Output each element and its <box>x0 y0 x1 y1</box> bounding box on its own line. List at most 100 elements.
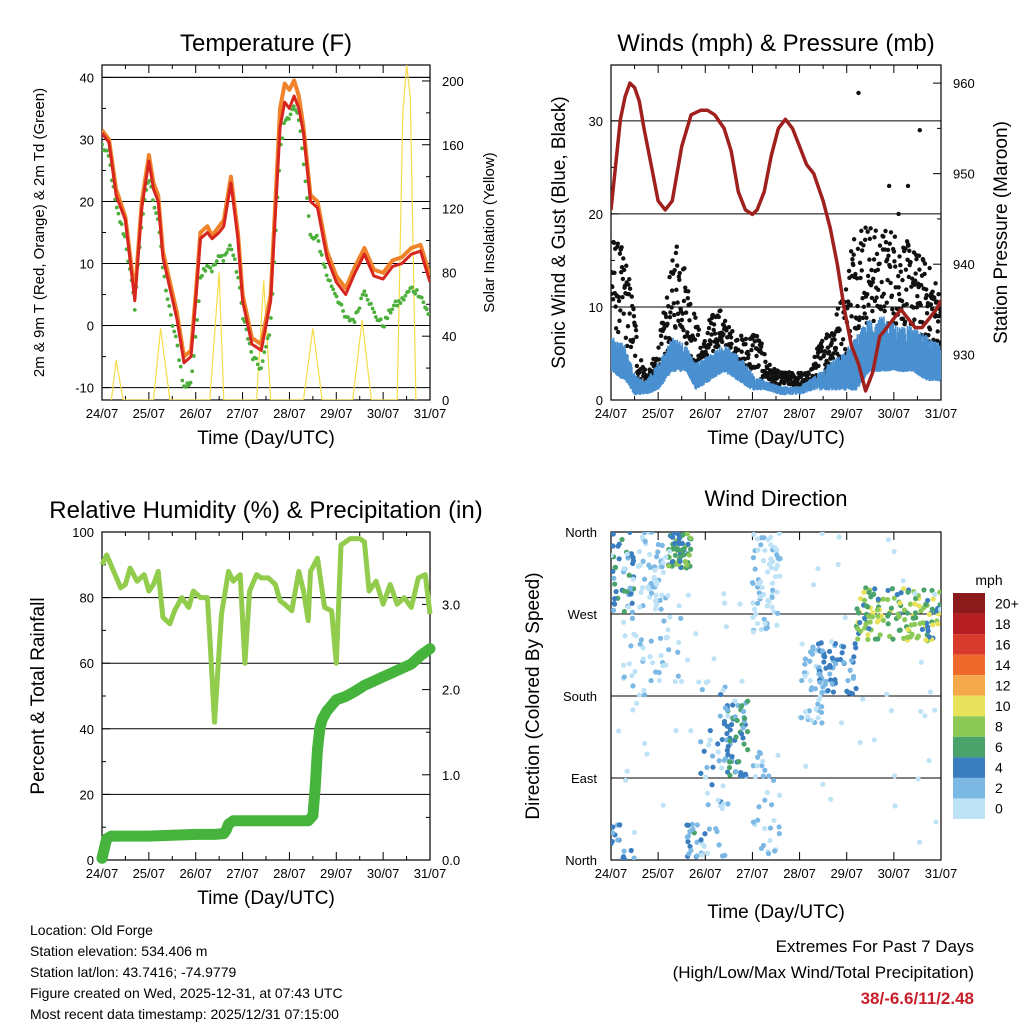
direction-point <box>867 619 873 625</box>
gust-point <box>882 308 887 314</box>
direction-point <box>621 588 627 594</box>
gust-point <box>883 239 889 245</box>
gust-point <box>840 337 846 342</box>
dewpoint-point <box>280 136 285 141</box>
direction-point <box>929 587 935 594</box>
direction-point <box>799 677 805 684</box>
gust-point <box>936 291 941 297</box>
direction-point <box>701 748 707 754</box>
gust-point <box>745 355 751 361</box>
rh-xtick-label: 28/07 <box>273 866 306 881</box>
direction-point <box>625 604 632 610</box>
temperature-y2tick-label: 200 <box>442 74 464 89</box>
direction-ytick-label: South <box>563 689 597 704</box>
winds-y2label: Station Pressure (Maroon) <box>991 121 1012 344</box>
direction-point <box>756 581 762 587</box>
dewpoint-point <box>224 250 229 255</box>
direction-point <box>892 773 898 779</box>
direction-point <box>755 817 761 823</box>
dewpoint-point <box>208 265 213 270</box>
direction-point <box>815 715 821 721</box>
direction-point <box>862 597 868 603</box>
direction-point <box>666 548 673 554</box>
gust-point <box>685 330 690 335</box>
gust-point <box>613 326 619 331</box>
gust-point <box>702 338 707 344</box>
direction-point <box>838 720 845 726</box>
direction-point <box>818 640 824 646</box>
direction-point <box>675 532 681 538</box>
direction-point <box>767 825 774 831</box>
gust-point <box>620 276 626 282</box>
direction-point <box>855 636 861 642</box>
extremes-box: Extremes For Past 7 Days (High/Low/Max W… <box>673 934 974 1012</box>
gust-point <box>626 282 631 287</box>
gust-point <box>705 330 710 336</box>
direction-point <box>885 587 891 594</box>
direction-point <box>684 562 690 568</box>
direction-point <box>775 752 781 758</box>
gust-point <box>929 306 935 312</box>
gust-point <box>664 295 670 300</box>
colorbar-swatch <box>953 777 985 799</box>
direction-point <box>827 671 833 677</box>
direction-point <box>900 578 906 584</box>
winds-xlabel: Time (Day/UTC) <box>707 428 845 449</box>
gust-point <box>688 301 693 307</box>
dewpoint-point <box>378 317 383 322</box>
direction-point <box>732 698 738 704</box>
gust-point <box>821 352 827 358</box>
gust-point <box>893 321 899 326</box>
gust-point <box>656 345 661 350</box>
direction-point <box>774 622 780 628</box>
dewpoint-point <box>167 304 172 308</box>
dewpoint-point <box>262 350 267 355</box>
direction-point <box>676 639 682 646</box>
rh-xlabel: Time (Day/UTC) <box>197 888 335 909</box>
direction-point <box>636 548 643 555</box>
direction-point <box>851 654 857 660</box>
direction-point <box>853 645 859 651</box>
colorbar-tick-label: 0 <box>995 801 1003 817</box>
direction-point <box>862 615 868 621</box>
direction-point <box>857 739 863 746</box>
colorbar-swatch <box>953 613 985 635</box>
direction-point <box>699 841 705 847</box>
gust-point <box>711 327 716 333</box>
dewpoint-point <box>314 233 319 238</box>
gust-point <box>773 380 778 386</box>
direction-point <box>658 652 664 659</box>
direction-point <box>639 585 646 591</box>
gust-point <box>820 338 825 344</box>
colorbar-swatch <box>953 634 985 655</box>
temperature-ytick-label: 20 <box>80 194 94 209</box>
rh-ytick-label: 40 <box>80 722 94 737</box>
direction-point <box>715 797 721 803</box>
direction-point <box>653 597 659 604</box>
direction-point <box>774 610 781 616</box>
gust-point <box>913 278 918 283</box>
gust-point <box>930 289 935 294</box>
gust-point <box>855 246 861 252</box>
direction-point <box>612 596 618 602</box>
direction-point <box>925 628 931 634</box>
direction-point <box>740 735 746 741</box>
gust-point <box>850 257 855 262</box>
dewpoint-point <box>114 205 119 210</box>
dewpoint-point <box>213 262 218 267</box>
direction-point <box>672 552 679 558</box>
gust-point <box>874 295 879 300</box>
direction-point <box>905 589 911 595</box>
direction-point <box>660 663 666 669</box>
direction-point <box>817 679 823 685</box>
direction-point <box>819 720 825 726</box>
direction-point <box>629 615 636 621</box>
dewpoint-point <box>168 313 173 317</box>
direction-point <box>727 738 733 744</box>
dewpoint-point <box>172 329 177 334</box>
dewpoint-point <box>255 362 260 367</box>
direction-point <box>633 633 639 639</box>
direction-point <box>659 564 665 570</box>
direction-point <box>854 606 860 612</box>
dewpoint-point <box>173 334 178 339</box>
